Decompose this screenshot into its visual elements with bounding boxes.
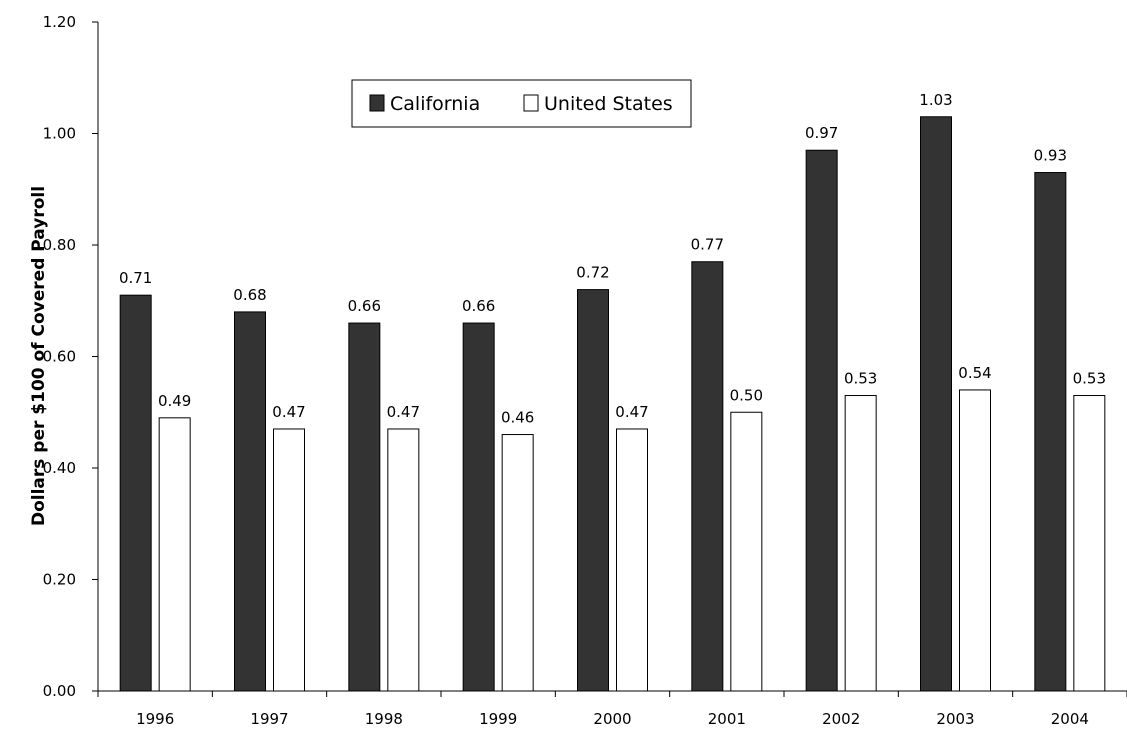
x-tick-label: 1999: [479, 710, 517, 728]
data-label-california: 0.93: [1034, 147, 1067, 165]
axes: [97, 22, 1127, 692]
bar-california: [234, 311, 266, 692]
data-label-united-states: 0.53: [844, 370, 877, 388]
bar-california: [119, 294, 152, 692]
data-label-united-states: 0.46: [501, 409, 534, 427]
x-tick-label: 2001: [708, 710, 746, 728]
x-tick-label: 2004: [1051, 710, 1089, 728]
bar-united-states: [1073, 395, 1106, 692]
x-tick-label: 2002: [822, 710, 860, 728]
data-label-california: 0.71: [119, 269, 152, 287]
y-axis-title: Dollars per $100 of Covered Payroll: [29, 186, 49, 526]
bars: [119, 116, 1106, 692]
x-tick-label: 1996: [136, 710, 174, 728]
legend-swatch-united-states: [523, 94, 539, 112]
bar-united-states: [844, 395, 877, 692]
bar-united-states: [273, 428, 305, 692]
data-labels: 0.71 0.49 0.68 0.47 0.66 0.47 0.66 0.46 0.72 0.47…: [119, 91, 1106, 427]
bar-california: [920, 116, 952, 692]
bar-california: [462, 322, 495, 692]
bar-united-states: [959, 389, 991, 692]
y-axis-ticks: 0.00 0.20 0.40 0.60 0.80 1.00 1.20: [43, 13, 98, 700]
legend-box: [351, 79, 692, 128]
legend-swatch-california: [369, 94, 385, 112]
x-tick-label: 1998: [365, 710, 403, 728]
x-axis-ticks: 1996 1997 1998 1999 2000 2001 2002 2003 2004: [97, 691, 1127, 728]
legend-label-california: California: [390, 93, 480, 115]
y-tick-label: 0.60: [43, 348, 76, 366]
data-label-california: 0.77: [691, 236, 724, 254]
bar-united-states: [387, 428, 420, 692]
bar-california: [805, 149, 838, 692]
data-label-california: 1.03: [919, 91, 952, 109]
y-tick-label: 0.80: [43, 236, 76, 254]
data-label-united-states: 0.50: [730, 386, 763, 404]
y-tick-label: 0.00: [43, 682, 76, 700]
legend: California United States: [351, 79, 692, 128]
data-label-united-states: 0.53: [1073, 370, 1106, 388]
data-label-united-states: 0.47: [272, 403, 305, 421]
y-tick-label: 0.20: [43, 571, 76, 589]
bar-california: [348, 322, 381, 692]
y-tick-label: 0.40: [43, 459, 76, 477]
data-label-united-states: 0.47: [387, 403, 420, 421]
bar-united-states: [501, 434, 534, 692]
bar-united-states: [158, 417, 191, 692]
bar-california: [1034, 172, 1067, 692]
data-label-california: 0.66: [462, 297, 495, 315]
bar-california: [577, 289, 609, 692]
legend-label-united-states: United States: [544, 93, 673, 115]
data-label-california: 0.72: [576, 264, 609, 282]
data-label-california: 0.97: [805, 124, 838, 142]
x-tick-label: 2000: [593, 710, 631, 728]
data-label-united-states: 0.54: [958, 364, 991, 382]
x-tick-label: 1997: [250, 710, 288, 728]
bar-united-states: [616, 428, 648, 692]
data-label-california: 0.66: [348, 297, 381, 315]
bar-united-states: [730, 411, 763, 692]
x-tick-label: 2003: [936, 710, 974, 728]
y-tick-label: 1.00: [43, 125, 76, 143]
data-label-united-states: 0.47: [615, 403, 648, 421]
data-label-california: 0.68: [233, 286, 266, 304]
bar-california: [691, 261, 724, 692]
y-tick-label: 1.20: [43, 13, 76, 31]
data-label-united-states: 0.49: [158, 392, 191, 410]
